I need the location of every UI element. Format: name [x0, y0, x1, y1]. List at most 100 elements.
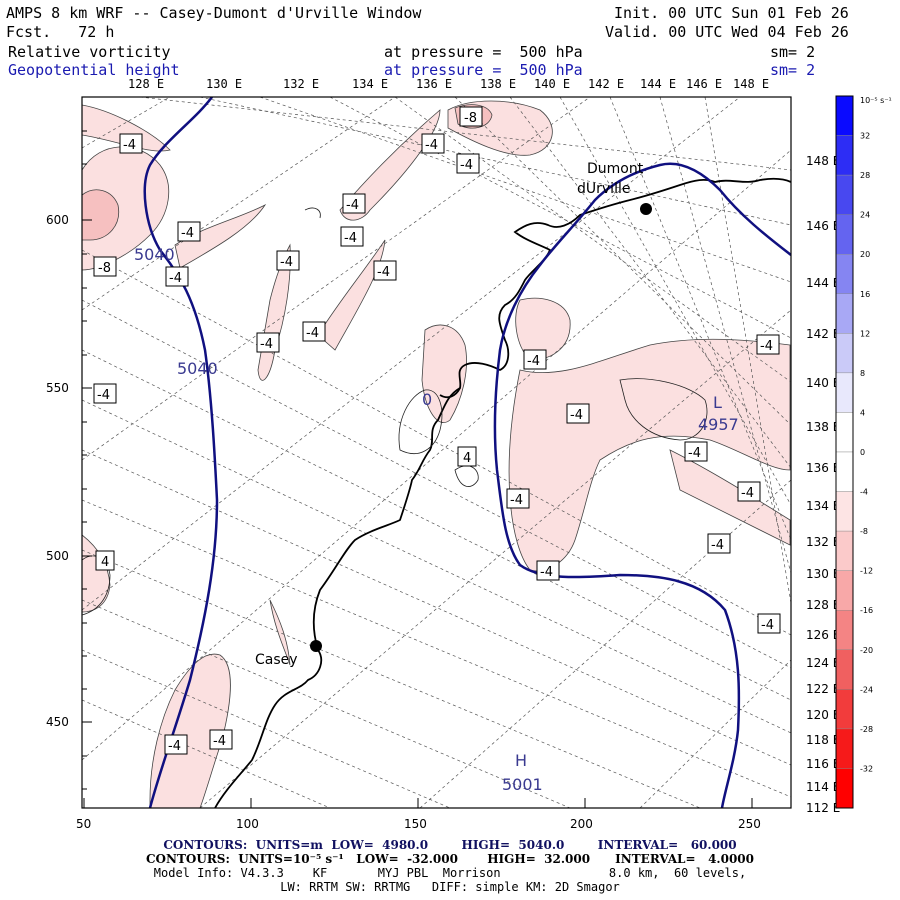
top-longitude-label: 138 E	[480, 77, 517, 91]
colorbar-segment	[835, 530, 854, 571]
vorticity-shade	[669, 449, 791, 546]
top-longitude-label: 140 E	[534, 77, 571, 91]
field1-name: Relative vorticity	[8, 43, 171, 61]
colorbar-segment	[835, 491, 854, 532]
vort-label: -4	[97, 388, 110, 403]
colorbar-label: 24	[860, 211, 870, 220]
right-longitude-label: 136 E	[806, 461, 840, 475]
zero-contour-label: 0	[422, 390, 432, 409]
y-tick-label: 600	[46, 213, 69, 227]
vort-label: -4	[460, 158, 473, 173]
footer-model-info: Model Info: V4.3.3 KF MYJ PBL Morrison 8…	[153, 866, 747, 880]
vort-label: -4	[306, 326, 319, 341]
colorbar-label: 8	[860, 369, 865, 378]
right-longitude-label: 146 E	[806, 219, 840, 233]
vort-label: -4	[181, 226, 194, 241]
height-contour-5040-east	[493, 162, 791, 808]
vort-label: -4	[711, 538, 724, 553]
vorticity-shade	[149, 653, 231, 808]
x-tick-label: 100	[236, 817, 259, 831]
field2-pressure: at pressure = 500 hPa	[384, 61, 583, 79]
footer-physics-info: LW: RRTM SW: RRTMG DIFF: simple KM: 2D S…	[280, 880, 620, 894]
right-longitude-label: 128 E	[806, 598, 840, 612]
vorticity-shade	[174, 203, 267, 269]
top-longitude-label: 148 E	[733, 77, 770, 91]
station-marker-casey	[310, 640, 322, 652]
colorbar-segment	[835, 174, 854, 215]
colorbar-segment	[835, 214, 854, 255]
colorbar-segment	[835, 95, 854, 136]
x-tick-label: 50	[76, 817, 91, 831]
colorbar-segment	[835, 333, 854, 374]
station-label-dumont: Dumont	[587, 161, 644, 177]
y-tick-label: 500	[46, 549, 69, 563]
high-marker: H	[515, 751, 527, 770]
vort-label: -4	[168, 739, 181, 754]
page-title: AMPS 8 km WRF -- Casey-Dumont d'Urville …	[6, 4, 422, 22]
right-longitude-label: 118 E	[806, 733, 840, 747]
vort-label: -4	[540, 565, 553, 580]
footer-vorticity-contours: CONTOURS: UNITS=10⁻⁵ s⁻¹ LOW= -32.000 HI…	[146, 852, 754, 866]
colorbar-label: -28	[860, 725, 873, 734]
colorbar-segment	[835, 689, 854, 730]
field1-smoothing: sm= 2	[770, 43, 816, 61]
top-longitude-label: 136 E	[416, 77, 453, 91]
top-longitude-label: 142 E	[588, 77, 625, 91]
init-time: Init. 00 UTC Sun 01 Feb 26	[614, 4, 849, 22]
vort-label: -4	[169, 271, 182, 286]
vorticity-shade	[82, 189, 120, 241]
colorbar-label: 12	[860, 329, 870, 338]
right-longitude-label: 126 E	[806, 628, 840, 642]
y-tick-label: 450	[46, 715, 69, 729]
station-marker-dumont	[640, 203, 652, 215]
height-label: 5040	[134, 245, 175, 264]
geopotential-contours	[143, 97, 791, 808]
vort-label: -8	[464, 111, 477, 126]
colorbar-label: 16	[860, 290, 870, 299]
colorbar-label: 20	[860, 250, 870, 259]
top-longitude-label: 134 E	[352, 77, 389, 91]
vort-label: 4	[101, 555, 109, 570]
colorbar-segment	[835, 412, 854, 453]
right-longitude-label: 132 E	[806, 535, 840, 549]
top-longitude-label: 132 E	[283, 77, 320, 91]
right-longitude-label: 112 E	[806, 801, 840, 815]
valid-time: Valid. 00 UTC Wed 04 Feb 26	[605, 23, 849, 41]
vort-label: -4	[344, 231, 357, 246]
right-longitude-label: 142 E	[806, 327, 840, 341]
colorbar-segment	[835, 768, 854, 809]
vort-label: -4	[741, 486, 754, 501]
colorbar-label: 0	[860, 448, 865, 457]
vorticity-labels: -8 -4 -4 -4 -4 -4 -4 -4 -4 -4 -4 -4 -8 -…	[93, 106, 781, 755]
right-longitude-label: 122 E	[806, 682, 840, 696]
colorbar-label: -8	[860, 527, 868, 536]
vort-label: -4	[213, 734, 226, 749]
vort-label: -4	[570, 408, 583, 423]
colorbar-label: -24	[860, 685, 873, 694]
vort-label: -4	[510, 493, 523, 508]
station-label-casey: Casey	[255, 652, 298, 668]
height-label: 5001	[502, 775, 543, 794]
colorbar-label: -32	[860, 764, 873, 773]
top-longitude-label: 130 E	[206, 77, 243, 91]
height-label: 5040	[177, 359, 218, 378]
height-label: 4957	[698, 415, 739, 434]
vort-label: -8	[98, 261, 111, 276]
vort-label: -4	[688, 446, 701, 461]
top-longitude-label: 146 E	[686, 77, 723, 91]
colorbar-segment	[835, 372, 854, 413]
right-longitude-label: 134 E	[806, 499, 840, 513]
y-tick-label: 550	[46, 381, 69, 395]
right-longitude-label: 144 E	[806, 276, 840, 290]
vort-label: -4	[280, 255, 293, 270]
vorticity-shade	[421, 324, 467, 423]
colorbar-label: -16	[860, 606, 873, 615]
colorbar-segment	[835, 570, 854, 611]
station-label-dumont: dUrville	[577, 181, 630, 197]
vorticity-shade	[508, 338, 791, 572]
colorbar-segment	[835, 728, 854, 769]
vorticity-shade	[317, 239, 386, 351]
colorbar-label: 4	[860, 408, 865, 417]
field2-smoothing: sm= 2	[770, 61, 816, 79]
